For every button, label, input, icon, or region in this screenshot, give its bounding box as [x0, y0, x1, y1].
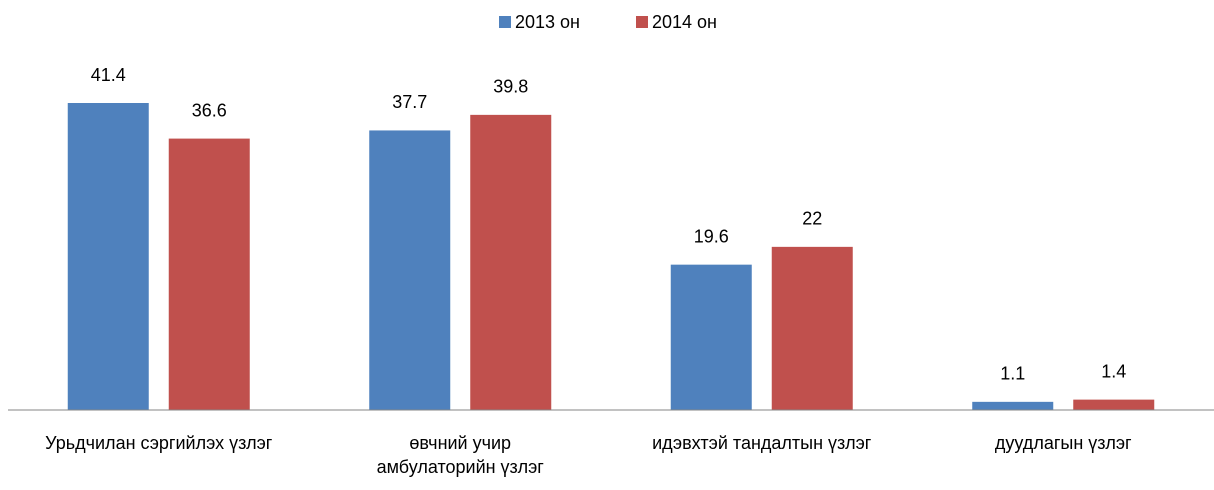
data-label: 39.8 — [493, 77, 528, 97]
x-tick-label: өвчний учир амбулаторийн үзлэг — [376, 433, 544, 477]
x-tick-label: дуудлагын үзлэг — [994, 433, 1132, 453]
x-tick-label: Урьдчилан сэргийлэх үзлэг — [45, 433, 273, 453]
x-tick-label: идэвхтэй тандалтын үзлэг — [652, 433, 872, 453]
data-label: 19.6 — [694, 226, 729, 246]
bar — [67, 103, 149, 410]
legend-swatch — [499, 16, 511, 28]
data-label: 22 — [802, 209, 822, 229]
bar — [470, 114, 552, 410]
bar — [168, 138, 250, 410]
bar — [972, 401, 1054, 410]
data-label: 1.1 — [1000, 364, 1025, 384]
bar — [771, 246, 853, 410]
data-label: 41.4 — [91, 65, 126, 85]
data-label: 37.7 — [392, 92, 427, 112]
legend-swatch — [636, 16, 648, 28]
data-label: 36.6 — [192, 100, 227, 120]
data-label: 1.4 — [1101, 361, 1126, 381]
legend-label: 2013 он — [515, 12, 580, 32]
bar — [670, 264, 752, 410]
bar — [369, 130, 451, 410]
legend-label: 2014 он — [652, 12, 717, 32]
bar — [1073, 399, 1155, 410]
